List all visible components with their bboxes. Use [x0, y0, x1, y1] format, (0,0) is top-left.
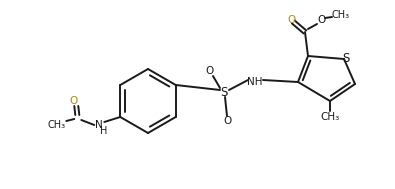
- Text: CH₃: CH₃: [332, 10, 350, 20]
- Text: S: S: [342, 53, 350, 66]
- Text: S: S: [220, 85, 228, 98]
- Text: N: N: [96, 120, 103, 130]
- Text: O: O: [317, 15, 325, 25]
- Text: O: O: [223, 116, 231, 126]
- Text: O: O: [69, 96, 77, 106]
- Text: H: H: [100, 126, 107, 136]
- Text: O: O: [206, 66, 214, 76]
- Text: CH₃: CH₃: [320, 112, 340, 122]
- Text: NH: NH: [247, 77, 263, 87]
- Text: O: O: [287, 15, 295, 25]
- Text: CH₃: CH₃: [47, 120, 65, 130]
